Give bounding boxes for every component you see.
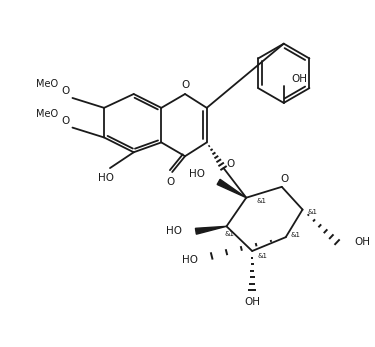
Text: OH: OH: [244, 297, 260, 307]
Text: OH: OH: [355, 237, 371, 247]
Text: &1: &1: [256, 198, 266, 204]
Text: &1: &1: [308, 210, 318, 215]
Text: MeO: MeO: [36, 79, 58, 89]
Polygon shape: [217, 179, 246, 198]
Text: O: O: [280, 174, 289, 184]
Text: &1: &1: [225, 231, 234, 237]
Text: HO: HO: [182, 255, 198, 265]
Text: &1: &1: [257, 253, 267, 259]
Text: O: O: [166, 177, 174, 187]
Text: O: O: [226, 159, 235, 169]
Text: OH: OH: [292, 74, 308, 84]
Text: O: O: [62, 86, 70, 96]
Text: &1: &1: [291, 232, 301, 238]
Polygon shape: [195, 226, 226, 234]
Text: MeO: MeO: [36, 109, 58, 119]
Text: O: O: [62, 116, 70, 126]
Text: HO: HO: [166, 226, 182, 236]
Text: HO: HO: [98, 173, 114, 183]
Text: O: O: [181, 80, 189, 90]
Text: HO: HO: [189, 169, 205, 179]
